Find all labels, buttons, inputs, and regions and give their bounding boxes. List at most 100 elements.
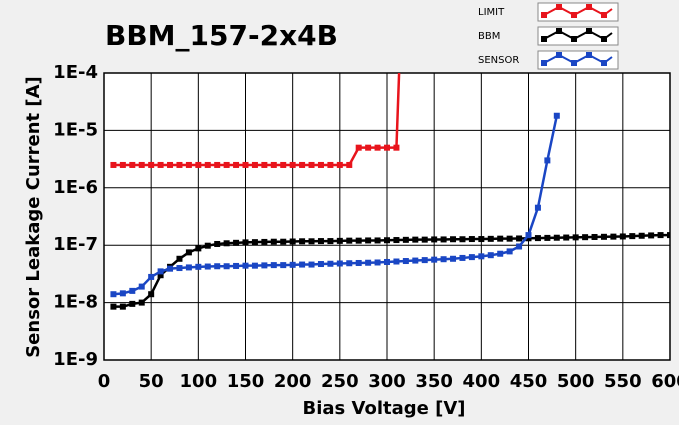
- marker: [176, 255, 183, 262]
- marker: [233, 262, 240, 269]
- marker: [506, 248, 513, 255]
- marker: [384, 144, 390, 151]
- marker: [204, 161, 211, 168]
- marker: [251, 239, 258, 246]
- marker: [251, 262, 258, 269]
- marker: [261, 262, 268, 269]
- marker: [204, 263, 211, 270]
- marker: [412, 236, 419, 243]
- marker: [289, 161, 296, 168]
- marker: [289, 261, 296, 268]
- legend-marker: [571, 36, 577, 42]
- marker: [317, 261, 324, 268]
- marker: [214, 161, 221, 168]
- x-tick-label: 600: [651, 371, 679, 392]
- marker: [167, 161, 174, 168]
- marker: [563, 234, 570, 241]
- marker: [497, 250, 504, 257]
- marker: [487, 235, 494, 242]
- marker: [119, 303, 126, 310]
- y-tick-label: 1E-9: [53, 349, 98, 370]
- marker: [468, 236, 475, 243]
- marker: [185, 249, 192, 256]
- marker: [355, 144, 362, 151]
- marker: [374, 144, 381, 151]
- y-tick-label: 1E-6: [53, 177, 98, 198]
- marker: [195, 263, 202, 270]
- marker: [572, 234, 579, 241]
- marker: [299, 261, 306, 268]
- marker: [280, 238, 287, 245]
- marker: [308, 238, 315, 245]
- marker: [138, 161, 145, 168]
- marker: [119, 161, 126, 168]
- legend-marker: [541, 60, 547, 66]
- marker: [346, 237, 353, 244]
- marker: [270, 238, 277, 245]
- x-tick-label: 400: [463, 371, 501, 392]
- x-tick-label: 200: [274, 371, 312, 392]
- marker: [525, 232, 532, 239]
- marker: [431, 256, 438, 263]
- marker: [308, 161, 315, 168]
- marker: [412, 257, 419, 264]
- marker: [270, 161, 277, 168]
- y-tick-label: 1E-4: [53, 62, 98, 83]
- marker: [110, 303, 117, 310]
- marker: [516, 235, 523, 242]
- legend-marker: [586, 52, 592, 58]
- marker: [185, 264, 192, 271]
- marker: [157, 268, 164, 275]
- marker: [450, 236, 457, 243]
- x-axis-label: Bias Voltage [V]: [303, 398, 466, 419]
- marker: [308, 261, 315, 268]
- marker: [242, 239, 249, 246]
- marker: [459, 236, 466, 243]
- marker: [129, 161, 136, 168]
- marker: [327, 260, 334, 267]
- x-tick-label: 0: [98, 371, 111, 392]
- marker: [176, 265, 183, 272]
- marker: [478, 253, 485, 260]
- marker: [242, 262, 249, 269]
- marker: [195, 161, 202, 168]
- marker: [223, 161, 230, 168]
- marker: [421, 257, 428, 264]
- marker: [629, 233, 636, 240]
- marker: [591, 233, 598, 240]
- marker: [317, 161, 324, 168]
- marker: [138, 283, 145, 290]
- marker: [487, 252, 494, 259]
- x-tick-label: 500: [557, 371, 595, 392]
- marker: [129, 287, 136, 294]
- legend-label: BBM: [478, 31, 500, 42]
- marker: [185, 161, 192, 168]
- marker: [582, 234, 589, 241]
- marker: [327, 161, 334, 168]
- legend-label: SENSOR: [478, 55, 519, 66]
- plot-series: [110, 13, 670, 310]
- x-tick-label: 150: [227, 371, 265, 392]
- marker: [478, 236, 485, 243]
- marker: [336, 237, 343, 244]
- marker: [129, 300, 136, 307]
- marker: [402, 236, 409, 243]
- legend-marker: [601, 12, 607, 18]
- marker: [195, 245, 202, 252]
- marker: [317, 238, 324, 245]
- marker: [398, 13, 404, 19]
- marker: [233, 239, 240, 246]
- marker: [261, 238, 268, 245]
- marker: [497, 235, 504, 242]
- legend-marker: [586, 28, 592, 34]
- legend-marker: [586, 4, 592, 10]
- marker: [393, 144, 400, 151]
- marker: [327, 238, 334, 245]
- marker: [355, 259, 362, 266]
- marker: [233, 161, 240, 168]
- marker: [365, 237, 372, 244]
- marker: [138, 299, 145, 306]
- legend-marker: [541, 12, 547, 18]
- marker: [638, 232, 645, 239]
- marker: [600, 233, 607, 240]
